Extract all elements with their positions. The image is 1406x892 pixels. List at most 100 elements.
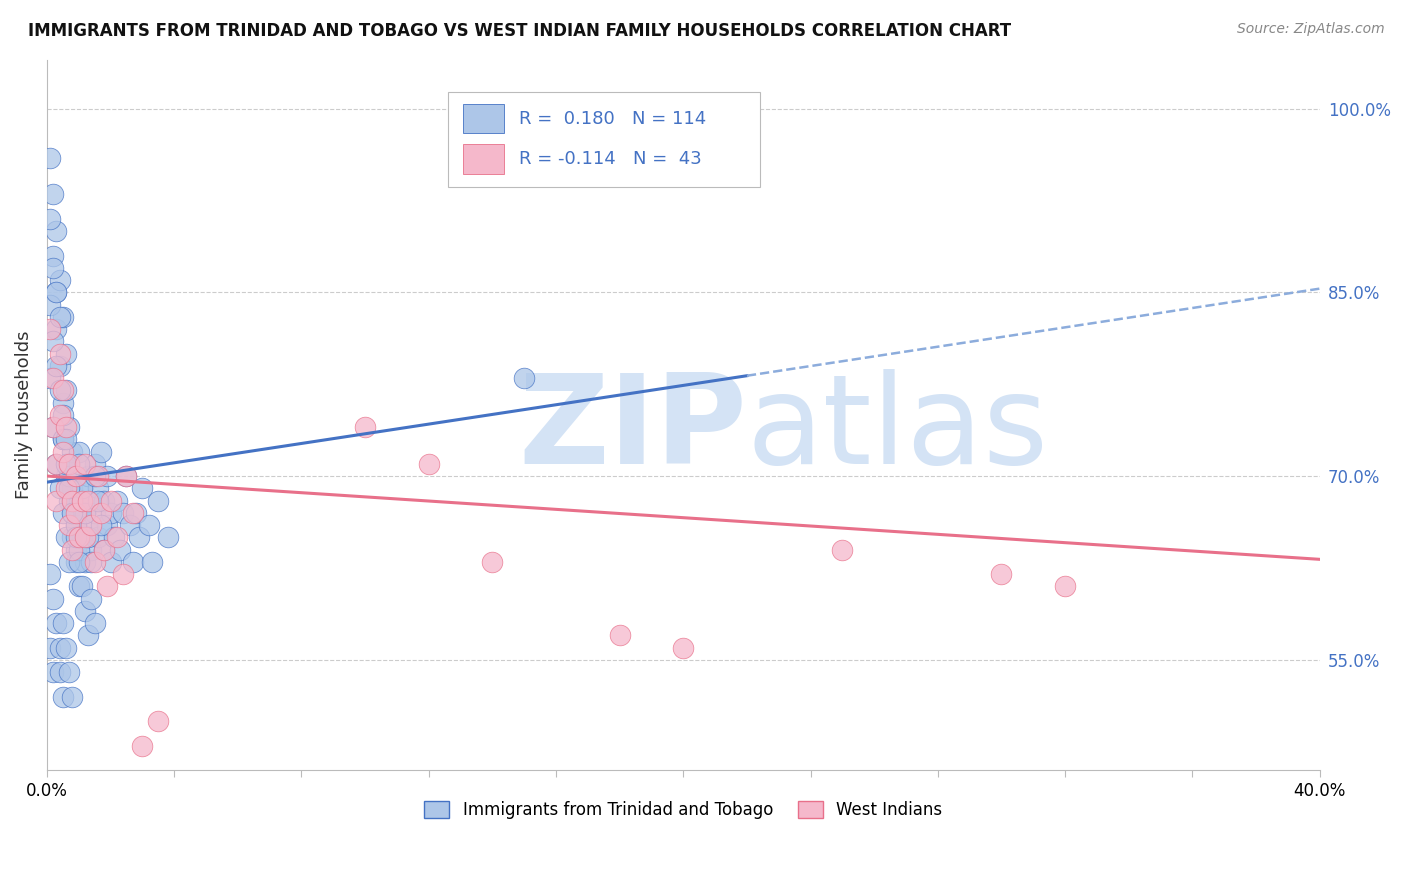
Point bbox=[90, 506, 112, 520]
FancyBboxPatch shape bbox=[463, 145, 503, 174]
Point bbox=[105, 530, 128, 544]
Point bbox=[58, 555, 80, 569]
Point bbox=[77, 469, 100, 483]
Point bbox=[90, 444, 112, 458]
Point bbox=[87, 469, 110, 483]
Point bbox=[96, 518, 118, 533]
Point bbox=[83, 615, 105, 630]
Point bbox=[75, 530, 97, 544]
Point bbox=[70, 530, 93, 544]
Point bbox=[118, 518, 141, 533]
Point bbox=[39, 640, 62, 655]
Point bbox=[131, 481, 153, 495]
Point bbox=[70, 579, 93, 593]
Point bbox=[100, 506, 122, 520]
Point bbox=[112, 506, 135, 520]
Point bbox=[67, 555, 90, 569]
Point bbox=[90, 518, 112, 533]
Point bbox=[60, 506, 83, 520]
Point bbox=[45, 285, 67, 300]
Point bbox=[58, 457, 80, 471]
Point bbox=[42, 420, 65, 434]
Point bbox=[67, 530, 90, 544]
Point bbox=[70, 493, 93, 508]
Point bbox=[42, 665, 65, 679]
Point bbox=[131, 739, 153, 753]
Point bbox=[67, 493, 90, 508]
Point bbox=[58, 457, 80, 471]
Text: Source: ZipAtlas.com: Source: ZipAtlas.com bbox=[1237, 22, 1385, 37]
Point bbox=[39, 371, 62, 385]
Text: IMMIGRANTS FROM TRINIDAD AND TOBAGO VS WEST INDIAN FAMILY HOUSEHOLDS CORRELATION: IMMIGRANTS FROM TRINIDAD AND TOBAGO VS W… bbox=[28, 22, 1011, 40]
Point bbox=[77, 628, 100, 642]
Point bbox=[65, 555, 87, 569]
Point bbox=[39, 297, 62, 311]
Point bbox=[48, 640, 70, 655]
Point bbox=[75, 506, 97, 520]
Point bbox=[42, 260, 65, 275]
Point bbox=[42, 420, 65, 434]
Point bbox=[354, 420, 377, 434]
Point bbox=[42, 249, 65, 263]
Point bbox=[87, 530, 110, 544]
Legend: Immigrants from Trinidad and Tobago, West Indians: Immigrants from Trinidad and Tobago, Wes… bbox=[418, 794, 949, 826]
Point bbox=[65, 506, 87, 520]
Point bbox=[87, 493, 110, 508]
Point bbox=[52, 444, 75, 458]
Point bbox=[48, 346, 70, 360]
Point bbox=[45, 457, 67, 471]
Point bbox=[52, 690, 75, 704]
Point bbox=[52, 432, 75, 446]
Point bbox=[60, 493, 83, 508]
Point bbox=[148, 714, 170, 728]
Point bbox=[60, 506, 83, 520]
Point bbox=[83, 457, 105, 471]
Text: atlas: atlas bbox=[747, 368, 1049, 490]
Point bbox=[96, 579, 118, 593]
Point bbox=[55, 640, 77, 655]
Point bbox=[52, 408, 75, 422]
Point bbox=[60, 530, 83, 544]
Point bbox=[55, 384, 77, 398]
Point bbox=[39, 322, 62, 336]
Point bbox=[121, 555, 143, 569]
Point bbox=[52, 384, 75, 398]
FancyBboxPatch shape bbox=[463, 103, 503, 134]
Point bbox=[83, 469, 105, 483]
Point bbox=[55, 420, 77, 434]
Point bbox=[55, 432, 77, 446]
Y-axis label: Family Households: Family Households bbox=[15, 331, 32, 499]
Point bbox=[52, 506, 75, 520]
Point bbox=[60, 481, 83, 495]
Point bbox=[58, 665, 80, 679]
Point bbox=[125, 506, 148, 520]
Point bbox=[80, 518, 103, 533]
Point bbox=[60, 542, 83, 557]
Point bbox=[77, 518, 100, 533]
Point bbox=[80, 555, 103, 569]
Point bbox=[48, 384, 70, 398]
Point bbox=[42, 371, 65, 385]
Point bbox=[48, 310, 70, 324]
Point bbox=[67, 542, 90, 557]
Point bbox=[93, 493, 115, 508]
Point bbox=[39, 151, 62, 165]
Point bbox=[75, 457, 97, 471]
Point bbox=[77, 493, 100, 508]
Point bbox=[990, 567, 1012, 582]
Point bbox=[58, 518, 80, 533]
Point bbox=[60, 690, 83, 704]
Point bbox=[75, 604, 97, 618]
Point bbox=[39, 567, 62, 582]
Point bbox=[65, 518, 87, 533]
Point bbox=[58, 493, 80, 508]
Text: R = -0.114   N =  43: R = -0.114 N = 43 bbox=[519, 150, 702, 168]
Point bbox=[55, 469, 77, 483]
Point bbox=[105, 493, 128, 508]
Point bbox=[80, 591, 103, 606]
Point bbox=[48, 359, 70, 373]
Point bbox=[481, 555, 503, 569]
Point bbox=[80, 493, 103, 508]
Point bbox=[42, 591, 65, 606]
Point bbox=[39, 211, 62, 226]
